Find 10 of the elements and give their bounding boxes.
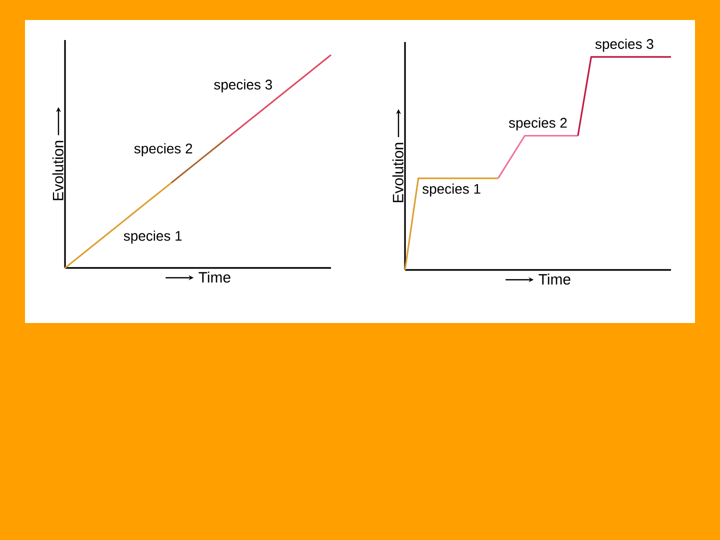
series-label: species 2 xyxy=(134,143,192,156)
x-axis-title: Time xyxy=(538,274,570,285)
series-label: species 3 xyxy=(595,38,654,52)
series-label: species 1 xyxy=(422,184,480,197)
series-label: species 2 xyxy=(508,118,567,131)
y-axis-title: Evolution xyxy=(52,140,64,200)
series-label: species 3 xyxy=(214,79,272,92)
y-axis-title: Evolution xyxy=(392,142,404,202)
x-axis-title: Time xyxy=(198,272,230,283)
series-label: species 1 xyxy=(124,230,182,244)
